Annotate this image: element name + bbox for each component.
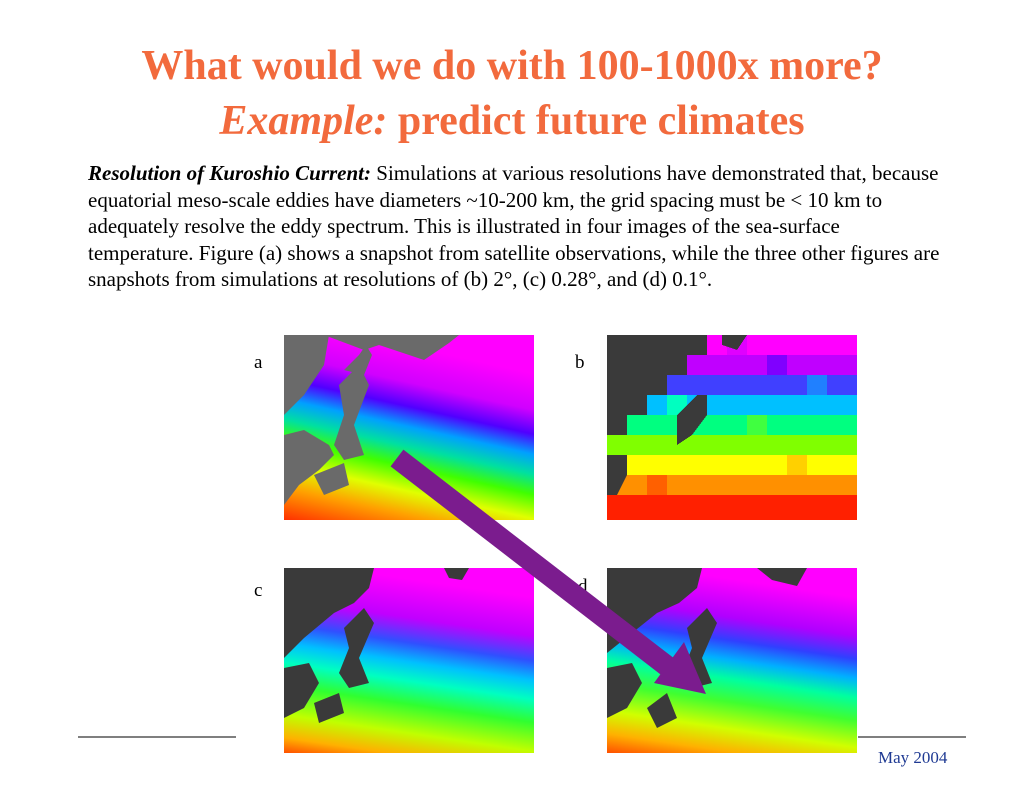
panel-label-b: b	[575, 352, 585, 373]
title-example-label: Example:	[219, 98, 388, 144]
sst-map-c-028deg	[284, 568, 534, 753]
panel-label-a: a	[254, 352, 263, 373]
footer-rule-right	[858, 736, 966, 738]
footer-date: May 2004	[878, 748, 948, 767]
sst-map-a-satellite	[284, 335, 534, 520]
description-body: Simulations at various resolutions have …	[88, 161, 940, 291]
sst-map-b-2deg	[607, 335, 857, 520]
slide-title-line-2: Example: predict future climates	[0, 97, 1024, 145]
description-lead: Resolution of Kuroshio Current:	[88, 161, 372, 185]
panel-label-d: d	[578, 576, 588, 597]
slide-title-line-1: What would we do with 100-1000x more?	[141, 43, 883, 89]
panel-label-c: c	[254, 580, 263, 601]
title-subtitle: predict future climates	[387, 98, 805, 144]
footer-rule-left	[78, 736, 236, 738]
description-paragraph: Resolution of Kuroshio Current: Simulati…	[88, 160, 948, 293]
